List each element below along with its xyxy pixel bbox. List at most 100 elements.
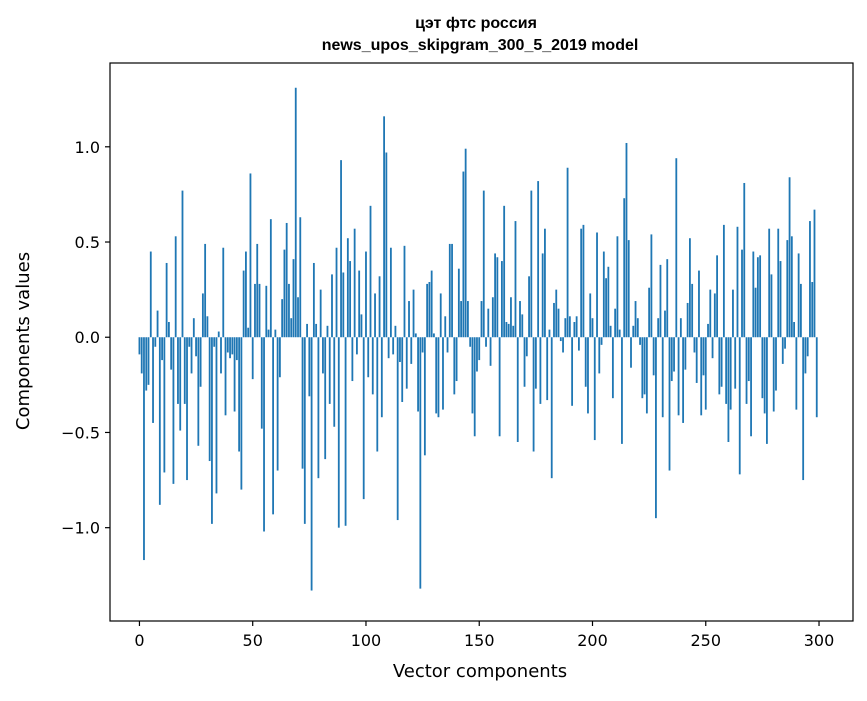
bar-1 [140,337,143,374]
bar-40 [229,337,231,359]
bar-260 [727,337,730,442]
bar-6 [152,337,154,423]
bar-173 [530,190,533,338]
bar-181 [548,329,551,338]
bar-219 [634,301,637,338]
bar-3 [145,337,148,391]
bar-128 [428,282,431,338]
x-tick-label: 200 [577,631,608,650]
bar-230 [659,264,662,338]
bar-200 [591,318,594,338]
bar-176 [537,181,540,338]
bar-139 [453,337,456,395]
bar-121 [412,289,415,338]
bar-165 [512,325,515,338]
bar-298 [813,209,816,338]
bar-44 [238,337,241,452]
bar-228 [655,337,657,519]
bar-81 [322,337,324,374]
bar-156 [491,297,494,338]
bar-21 [186,337,188,481]
bar-89 [340,160,342,338]
bar-64 [283,249,286,338]
bar-136 [446,337,449,353]
bar-284 [781,337,784,364]
bar-59 [272,337,274,515]
bar-25 [195,337,197,357]
bar-127 [426,283,429,338]
bar-185 [557,308,560,338]
bar-222 [641,337,644,399]
bar-279 [770,274,773,338]
bar-237 [675,158,678,338]
bar-269 [747,337,750,382]
bar-98 [360,314,363,338]
bar-142 [460,301,463,338]
bar-77 [312,262,315,338]
bar-162 [505,322,508,338]
bar-9 [158,337,161,505]
bar-244 [691,283,694,338]
bar-210 [614,308,617,338]
bar-152 [482,190,485,338]
y-tick-label: 0.5 [75,233,100,252]
bar-129 [430,270,433,338]
bar-221 [639,337,641,345]
bar-73 [303,337,306,524]
bar-231 [661,337,664,418]
bar-294 [804,337,807,374]
bar-240 [682,337,685,423]
bar-65 [285,222,288,338]
bar-120 [410,337,413,364]
x-tick-label: 300 [804,631,835,650]
bar-19 [181,190,184,338]
bar-103 [371,337,374,395]
bar-43 [235,337,238,361]
bar-46 [242,270,245,338]
bar-243 [689,238,691,338]
bar-84 [328,337,331,404]
bar-51 [254,283,256,338]
bar-235 [670,337,673,382]
bar-70 [297,297,299,338]
bar-166 [514,221,517,338]
bar-232 [664,310,666,338]
bar-169 [521,314,524,338]
bar-61 [276,337,279,471]
bar-213 [621,337,623,444]
x-tick-label: 0 [134,631,144,650]
bar-281 [775,337,777,391]
bar-24 [192,318,195,338]
bar-147 [471,337,474,414]
bar-207 [607,266,610,338]
bar-192 [573,322,576,338]
bar-203 [598,337,601,374]
bar-163 [507,323,510,338]
bar-287 [788,177,791,338]
bar-119 [408,301,410,338]
bar-143 [462,171,465,338]
bar-262 [732,289,734,338]
bar-263 [734,337,737,389]
bar-274 [759,255,762,338]
y-axis-label: Components values [13,252,34,430]
bar-238 [677,337,680,416]
bar-150 [478,337,481,361]
bar-191 [571,337,574,406]
bar-215 [625,142,628,338]
bar-283 [779,261,782,338]
bar-87 [335,247,338,338]
bar-137 [448,243,451,338]
bar-54 [260,337,263,429]
bar-271 [752,251,755,338]
bar-246 [695,337,698,383]
bar-39 [226,337,229,353]
bar-134 [442,337,444,410]
y-axis-ticks: −1.0 −0.5 0.0 0.5 1.0 [61,138,110,538]
bar-91 [344,337,347,526]
bar-218 [632,325,635,338]
bar-234 [668,337,671,471]
bar-188 [564,318,567,338]
bar-296 [809,221,811,338]
bar-164 [510,297,512,338]
